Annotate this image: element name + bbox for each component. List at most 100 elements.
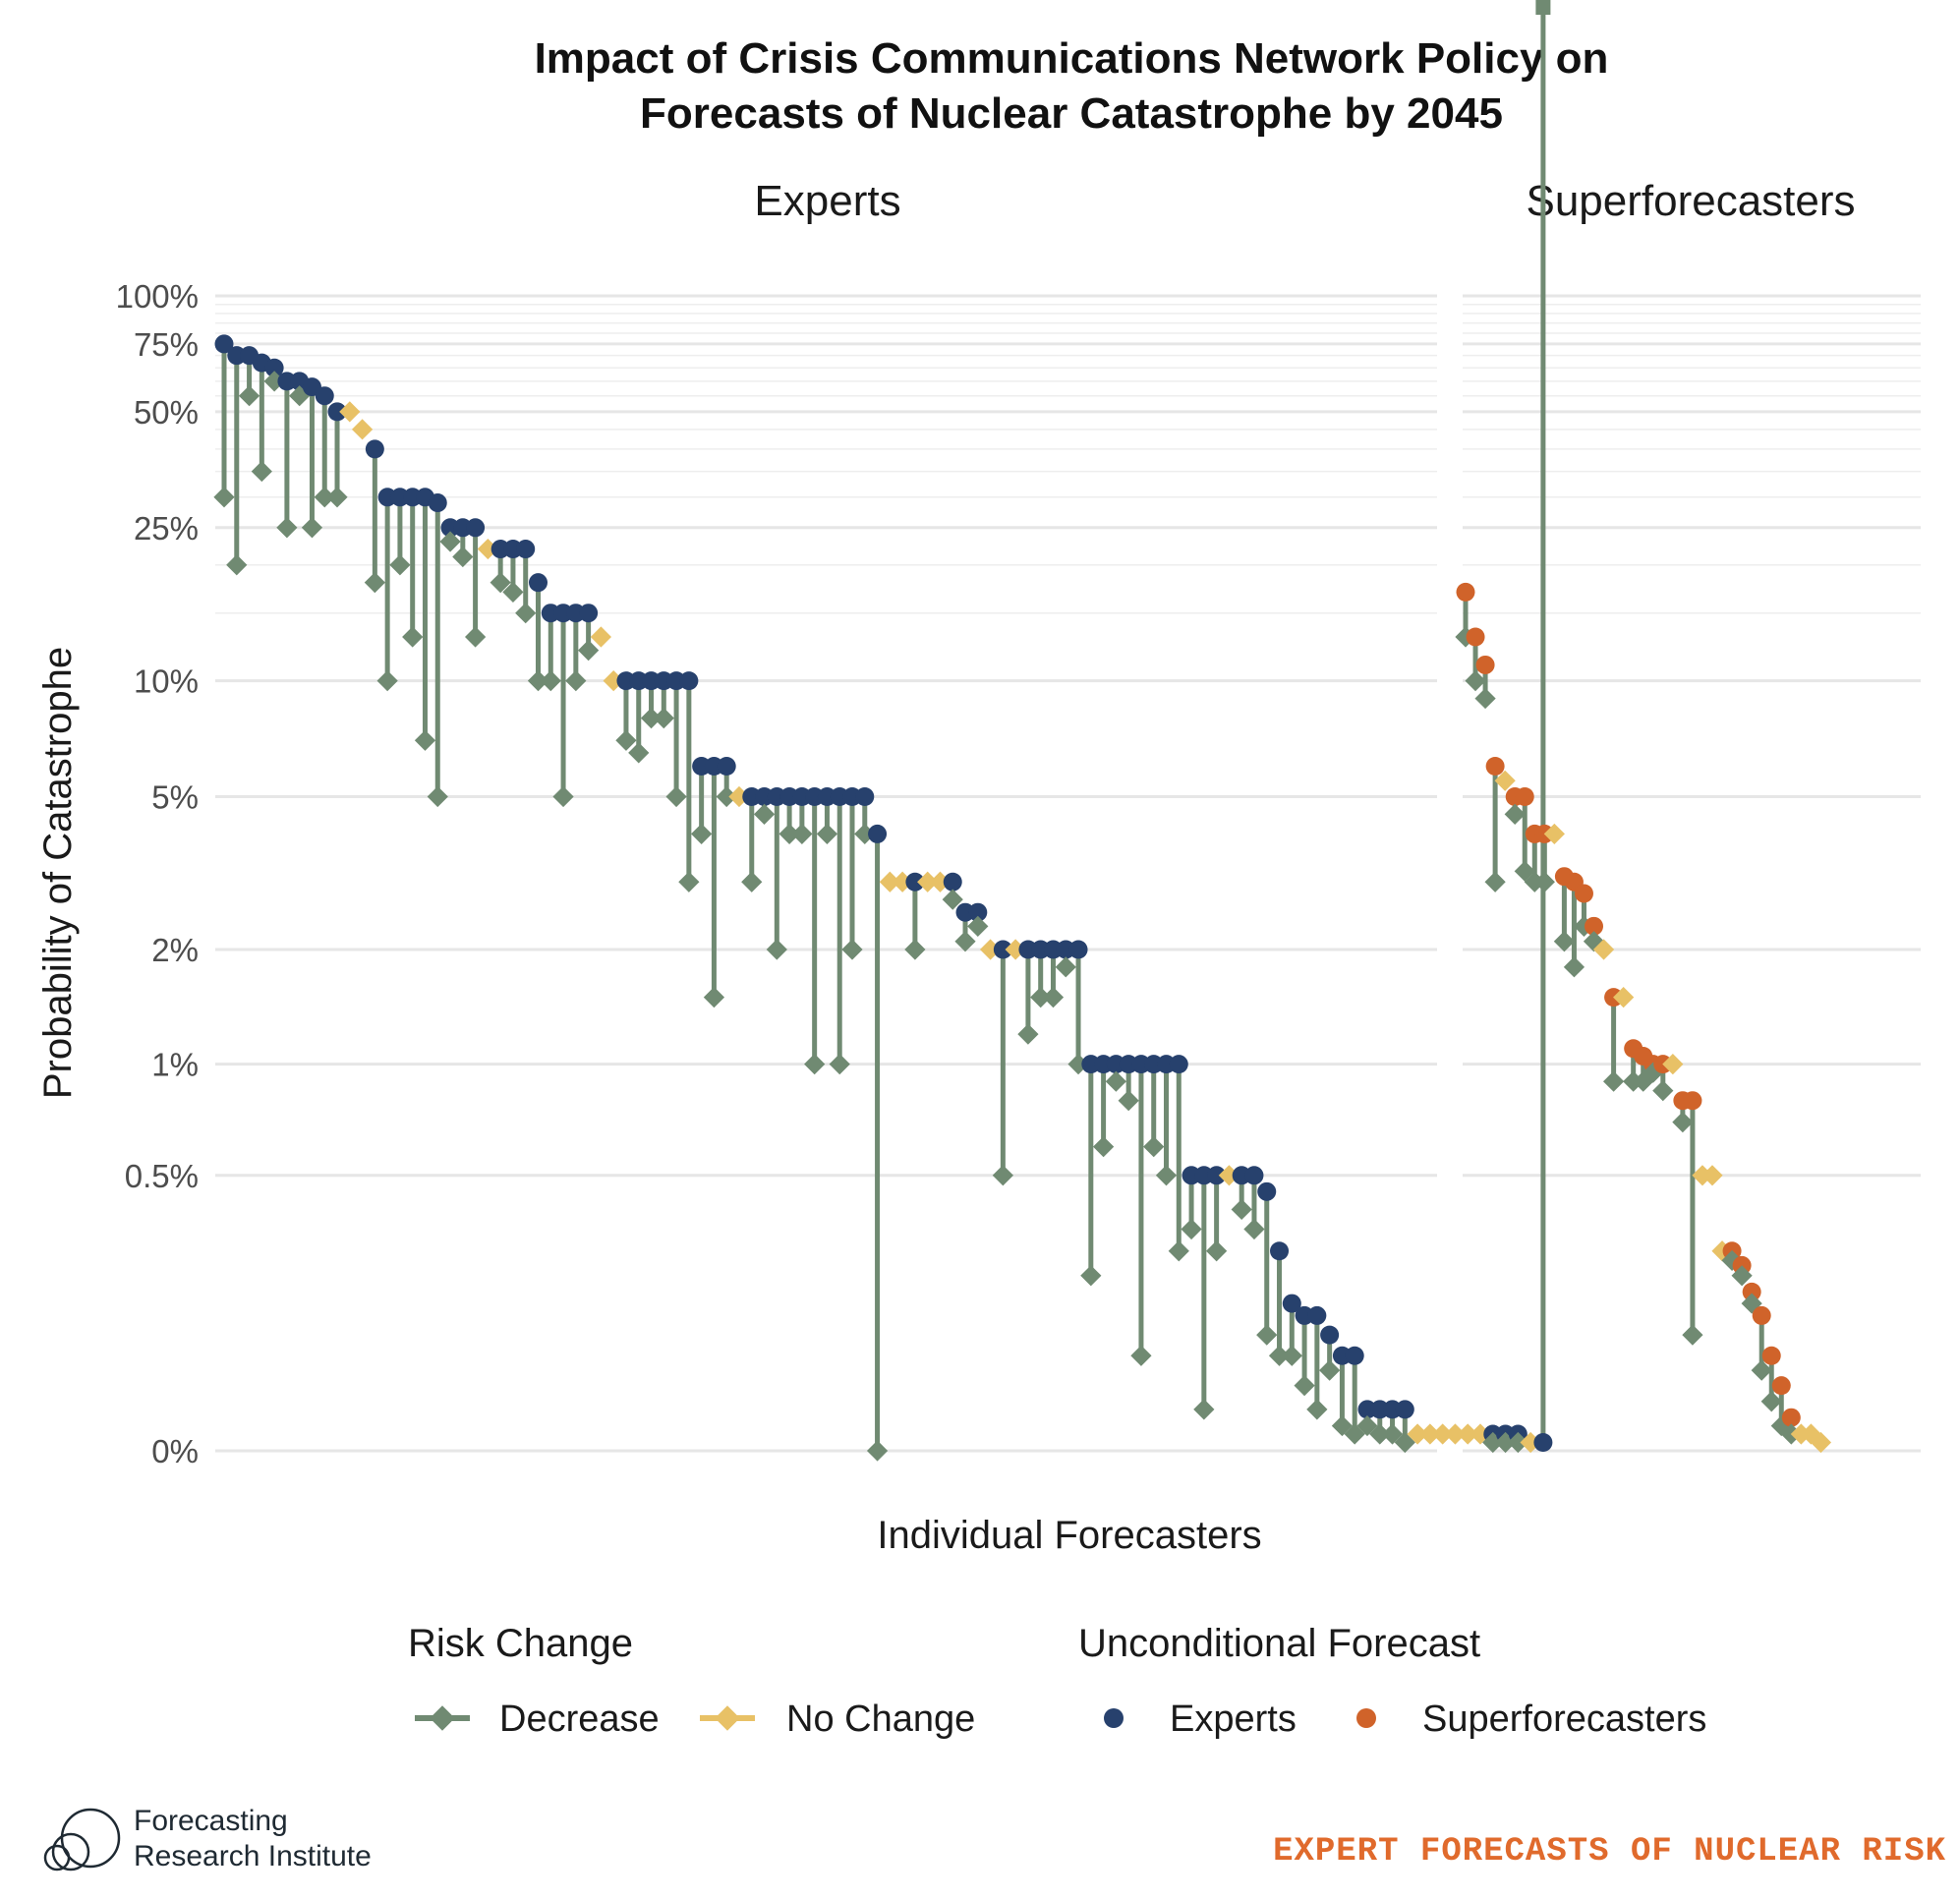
grid-lines [215, 294, 1921, 1453]
unconditional-dot [968, 902, 988, 922]
conditional-diamond [1118, 1090, 1139, 1112]
conditional-diamond [464, 626, 487, 648]
conditional-diamond [829, 1054, 850, 1075]
unconditional-dot [365, 439, 384, 459]
conditional-diamond [615, 729, 637, 751]
y-tick-label: 50% [134, 394, 199, 431]
legend-decrease-diamond [430, 1705, 455, 1731]
unconditional-dot [1282, 1294, 1301, 1313]
unconditional-dot [214, 334, 234, 354]
unconditional-dot [1395, 1400, 1414, 1419]
footer-tagline: EXPERT FORECASTS OF NUCLEAR RISK [1273, 1833, 1946, 1871]
conditional-diamond [703, 987, 725, 1008]
legend-unconditional-forecast: Unconditional Forecast Experts Superfore… [1078, 1622, 1706, 1740]
y-axis-title: Probability of Catastrophe [36, 647, 80, 1099]
conditional-diamond [816, 823, 838, 845]
conditional-diamond [578, 640, 600, 662]
conditional-diamond [1682, 1324, 1703, 1346]
unconditional-dot [868, 824, 888, 843]
conditional-diamond [452, 546, 474, 568]
legend-decrease-label: Decrease [499, 1698, 660, 1740]
conditional-diamond [490, 572, 511, 594]
conditional-diamond [1105, 1070, 1126, 1092]
conditional-diamond [427, 785, 448, 808]
conditional-diamond [238, 385, 260, 407]
conditional-diamond [414, 729, 436, 751]
conditional-diamond [766, 939, 787, 960]
chart-title-line-1: Impact of Crisis Communications Network … [535, 34, 1609, 83]
conditional-diamond [326, 487, 348, 508]
plot-marks [213, 0, 1832, 1462]
conditional-diamond [540, 670, 561, 692]
conditional-diamond [1533, 871, 1555, 892]
conditional-diamond [1181, 1218, 1202, 1240]
conditional-diamond [1042, 987, 1065, 1008]
unconditional-dot [943, 872, 962, 892]
conditional-diamond [942, 889, 963, 910]
unconditional-dot [1244, 1166, 1264, 1185]
unconditional-dot [1345, 1346, 1364, 1365]
conditional-diamond [967, 915, 989, 937]
y-tick-label: 2% [151, 932, 199, 968]
legend-no-change-label: No Change [786, 1698, 975, 1740]
no-change-diamond [351, 419, 374, 440]
conditional-diamond [791, 823, 813, 845]
panel-marks-superforecasters [1455, 582, 1832, 1454]
legend-item-experts: Experts [1104, 1698, 1297, 1740]
conditional-diamond [213, 487, 235, 508]
conditional-diamond [1243, 1218, 1265, 1240]
conditional-diamond [1465, 670, 1486, 692]
panel-label-experts: Experts [754, 177, 900, 225]
unconditional-dot [315, 386, 334, 406]
conditional-diamond [1231, 1198, 1252, 1221]
legend-risk-change: Risk Change Decrease No Change [408, 1622, 975, 1740]
conditional-diamond [1504, 803, 1526, 826]
conditional-diamond [640, 707, 663, 729]
conditional-diamond [1281, 1345, 1302, 1366]
conditional-diamond [515, 603, 537, 624]
unconditional-dot [1781, 1408, 1801, 1427]
conditional-diamond [741, 871, 763, 892]
unconditional-dot [264, 358, 284, 377]
conditional-diamond [565, 670, 587, 692]
conditional-diamond [1155, 1165, 1178, 1186]
y-tick-label: 75% [134, 326, 199, 363]
conditional-diamond [439, 531, 461, 552]
conditional-diamond [716, 785, 737, 808]
unconditional-dot [1515, 787, 1534, 807]
y-tick-label: 10% [134, 663, 199, 700]
chart-title-line-2: Forecasts of Nuclear Catastrophe by 2045 [640, 89, 1503, 138]
fri-logo: Forecasting Research Institute [43, 1805, 372, 1872]
conditional-diamond [992, 1165, 1013, 1186]
legend-no-change-diamond [715, 1705, 740, 1731]
unconditional-dot [1257, 1181, 1277, 1201]
conditional-diamond [276, 517, 298, 539]
unconditional-dot [1307, 1305, 1327, 1325]
unconditional-dot [529, 573, 548, 593]
conditional-diamond [552, 785, 574, 808]
conditional-diamond [653, 707, 674, 729]
no-change-diamond [1592, 939, 1615, 960]
unconditional-dot [905, 872, 925, 892]
no-change-diamond [879, 871, 900, 892]
unconditional-dot [1475, 655, 1495, 674]
fri-logo-mark [43, 1808, 121, 1871]
y-tick-label: 0.5% [125, 1158, 199, 1194]
conditional-diamond [389, 554, 411, 576]
unconditional-dot [1533, 1432, 1553, 1452]
y-tick-label: 1% [151, 1047, 199, 1083]
unconditional-dot [1466, 627, 1485, 647]
unconditional-dot [1752, 1305, 1771, 1325]
panel-label-superforecasters: Superforecasters [1526, 177, 1855, 225]
conditional-diamond [1130, 1345, 1152, 1366]
unconditional-dot [1456, 582, 1475, 602]
panel-marks-experts [213, 0, 1553, 1462]
conditional-diamond [804, 1054, 826, 1075]
legend-superforecasters-dot [1356, 1708, 1376, 1728]
unconditional-dot [1169, 1055, 1188, 1074]
fri-logo-line-1: Forecasting [134, 1805, 288, 1837]
unconditional-dot [1742, 1282, 1761, 1301]
conditional-diamond [1017, 1023, 1039, 1045]
no-change-diamond [1613, 987, 1635, 1008]
